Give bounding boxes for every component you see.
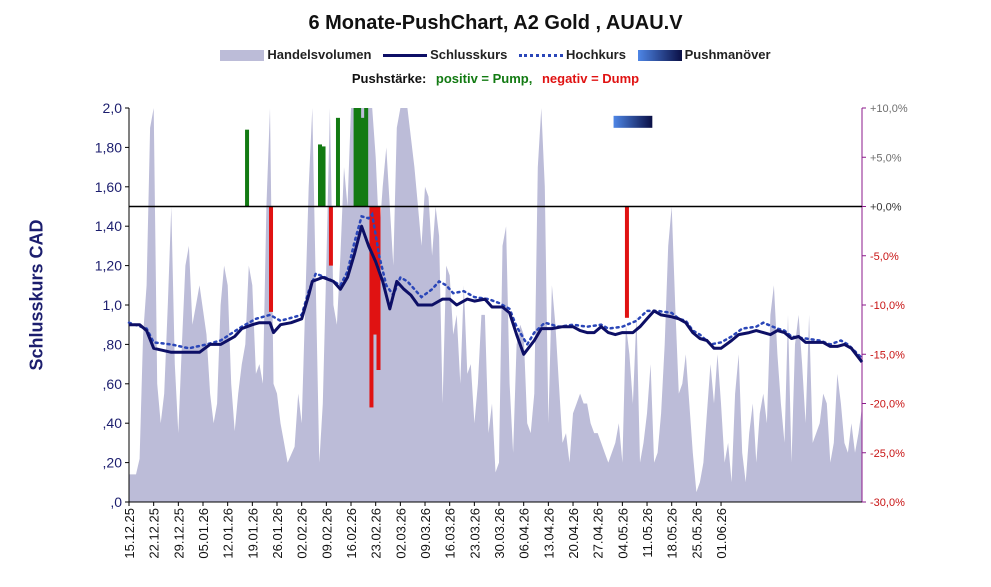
x-tick-label: 09.03.26 [418, 508, 433, 559]
y-tick-label: ,0 [110, 494, 122, 510]
pump-bar [360, 117, 365, 207]
pump-bar [335, 117, 340, 207]
high-swatch [519, 54, 564, 58]
push-strength-note: Pushstärke: positiv = Pump, negativ = Du… [0, 71, 991, 86]
x-tick-label: 23.02.26 [369, 508, 384, 559]
legend-volume-label: Handelsvolumen [267, 47, 372, 63]
dump-bar [376, 206, 381, 371]
pump-bar [357, 108, 362, 207]
y-tick-label: ,60 [103, 376, 123, 392]
y-tick-label: ,80 [103, 336, 123, 352]
y-tick-label: ,20 [103, 455, 123, 471]
push-note-positive: positiv = Pump, [435, 71, 533, 86]
y-tick-label: 1,40 [95, 218, 122, 234]
x-tick-label: 12.01.26 [221, 508, 236, 559]
x-tick-label: 18.05.26 [665, 508, 680, 559]
x-tick-label: 25.05.26 [689, 508, 704, 559]
x-tick-label: 09.02.26 [319, 508, 334, 559]
x-tick-label: 20.04.26 [566, 508, 581, 559]
dump-bar [624, 206, 629, 318]
y2-tick-label: +5,0% [870, 152, 902, 164]
pump-bar [318, 144, 323, 207]
x-tick-label: 23.03.26 [467, 508, 482, 559]
high-line [127, 211, 864, 360]
volume-area [129, 108, 862, 502]
legend-push-label: Pushmanöver [684, 47, 771, 63]
y2-tick-label: -15,0% [870, 349, 905, 361]
chart-title: 6 Monate-PushChart, A2 Gold , AUAU.V [308, 12, 683, 34]
x-tick-label: 22.12.25 [147, 508, 162, 559]
dump-bar [369, 206, 374, 408]
y2-tick-label: -10,0% [870, 300, 905, 312]
y2-tick-label: -20,0% [870, 399, 905, 411]
volume-swatch [220, 50, 265, 62]
legend-high-label: Hochkurs [566, 47, 626, 63]
dump-bar [269, 206, 274, 312]
y-tick-label: 1,60 [95, 179, 122, 195]
y2-tick-label: -30,0% [870, 497, 905, 509]
y-tick-label: 2,0 [103, 100, 123, 116]
y2-tick-label: -5,0% [870, 251, 899, 263]
legend-volume: Handelsvolumen [220, 47, 371, 62]
x-tick-label: 27.04.26 [591, 508, 606, 559]
pump-bar [245, 129, 250, 207]
x-tick-label: 02.02.26 [295, 508, 310, 559]
push-swatch [637, 50, 682, 62]
pump-bar [321, 146, 326, 207]
y2-tick-label: +0,0% [870, 202, 902, 214]
legend: Handelsvolumen Schlusskurs Hochkurs Push… [0, 46, 991, 62]
dump-bar [328, 206, 333, 266]
close-swatch [383, 54, 428, 58]
x-tick-label: 13.04.26 [541, 508, 556, 559]
x-tick-label: 26.01.26 [270, 508, 285, 559]
legend-high: Hochkurs [519, 47, 626, 62]
x-tick-label: 01.06.26 [714, 508, 729, 559]
x-tick-label: 15.12.25 [122, 508, 137, 559]
x-tick-label: 11.05.26 [640, 508, 655, 558]
x-tick-label: 19.01.26 [245, 508, 260, 559]
y-tick-label: 1,20 [95, 258, 122, 274]
push-note-negative: negativ = Dump [541, 71, 640, 86]
y-tick-label: ,40 [103, 415, 123, 431]
y-tick-label: 1,0 [103, 297, 123, 313]
x-tick-label: 06.04.26 [517, 508, 532, 559]
y2-tick-label: +10,0% [870, 103, 908, 115]
x-tick-label: 29.12.25 [171, 508, 186, 559]
y2-tick-label: -25,0% [870, 448, 905, 460]
pump-bar [364, 108, 369, 207]
push-note-prefix: Pushstärke: [351, 71, 427, 86]
close-line [129, 224, 864, 364]
x-tick-label: 16.03.26 [443, 508, 458, 559]
x-tick-label: 05.01.26 [196, 508, 211, 559]
legend-close: Schlusskurs [383, 47, 507, 62]
x-tick-label: 16.02.26 [344, 508, 359, 559]
dump-bar [372, 206, 377, 335]
x-tick-label: 02.03.26 [393, 508, 408, 559]
push-maneuver-marker [613, 115, 653, 128]
y-tick-label: 1,80 [95, 139, 122, 155]
x-tick-label: 30.03.26 [492, 508, 507, 559]
x-tick-label: 04.05.26 [615, 508, 630, 559]
legend-push: Pushmanöver [637, 47, 771, 63]
pump-bar [353, 108, 358, 207]
legend-close-label: Schlusskurs [430, 47, 508, 63]
